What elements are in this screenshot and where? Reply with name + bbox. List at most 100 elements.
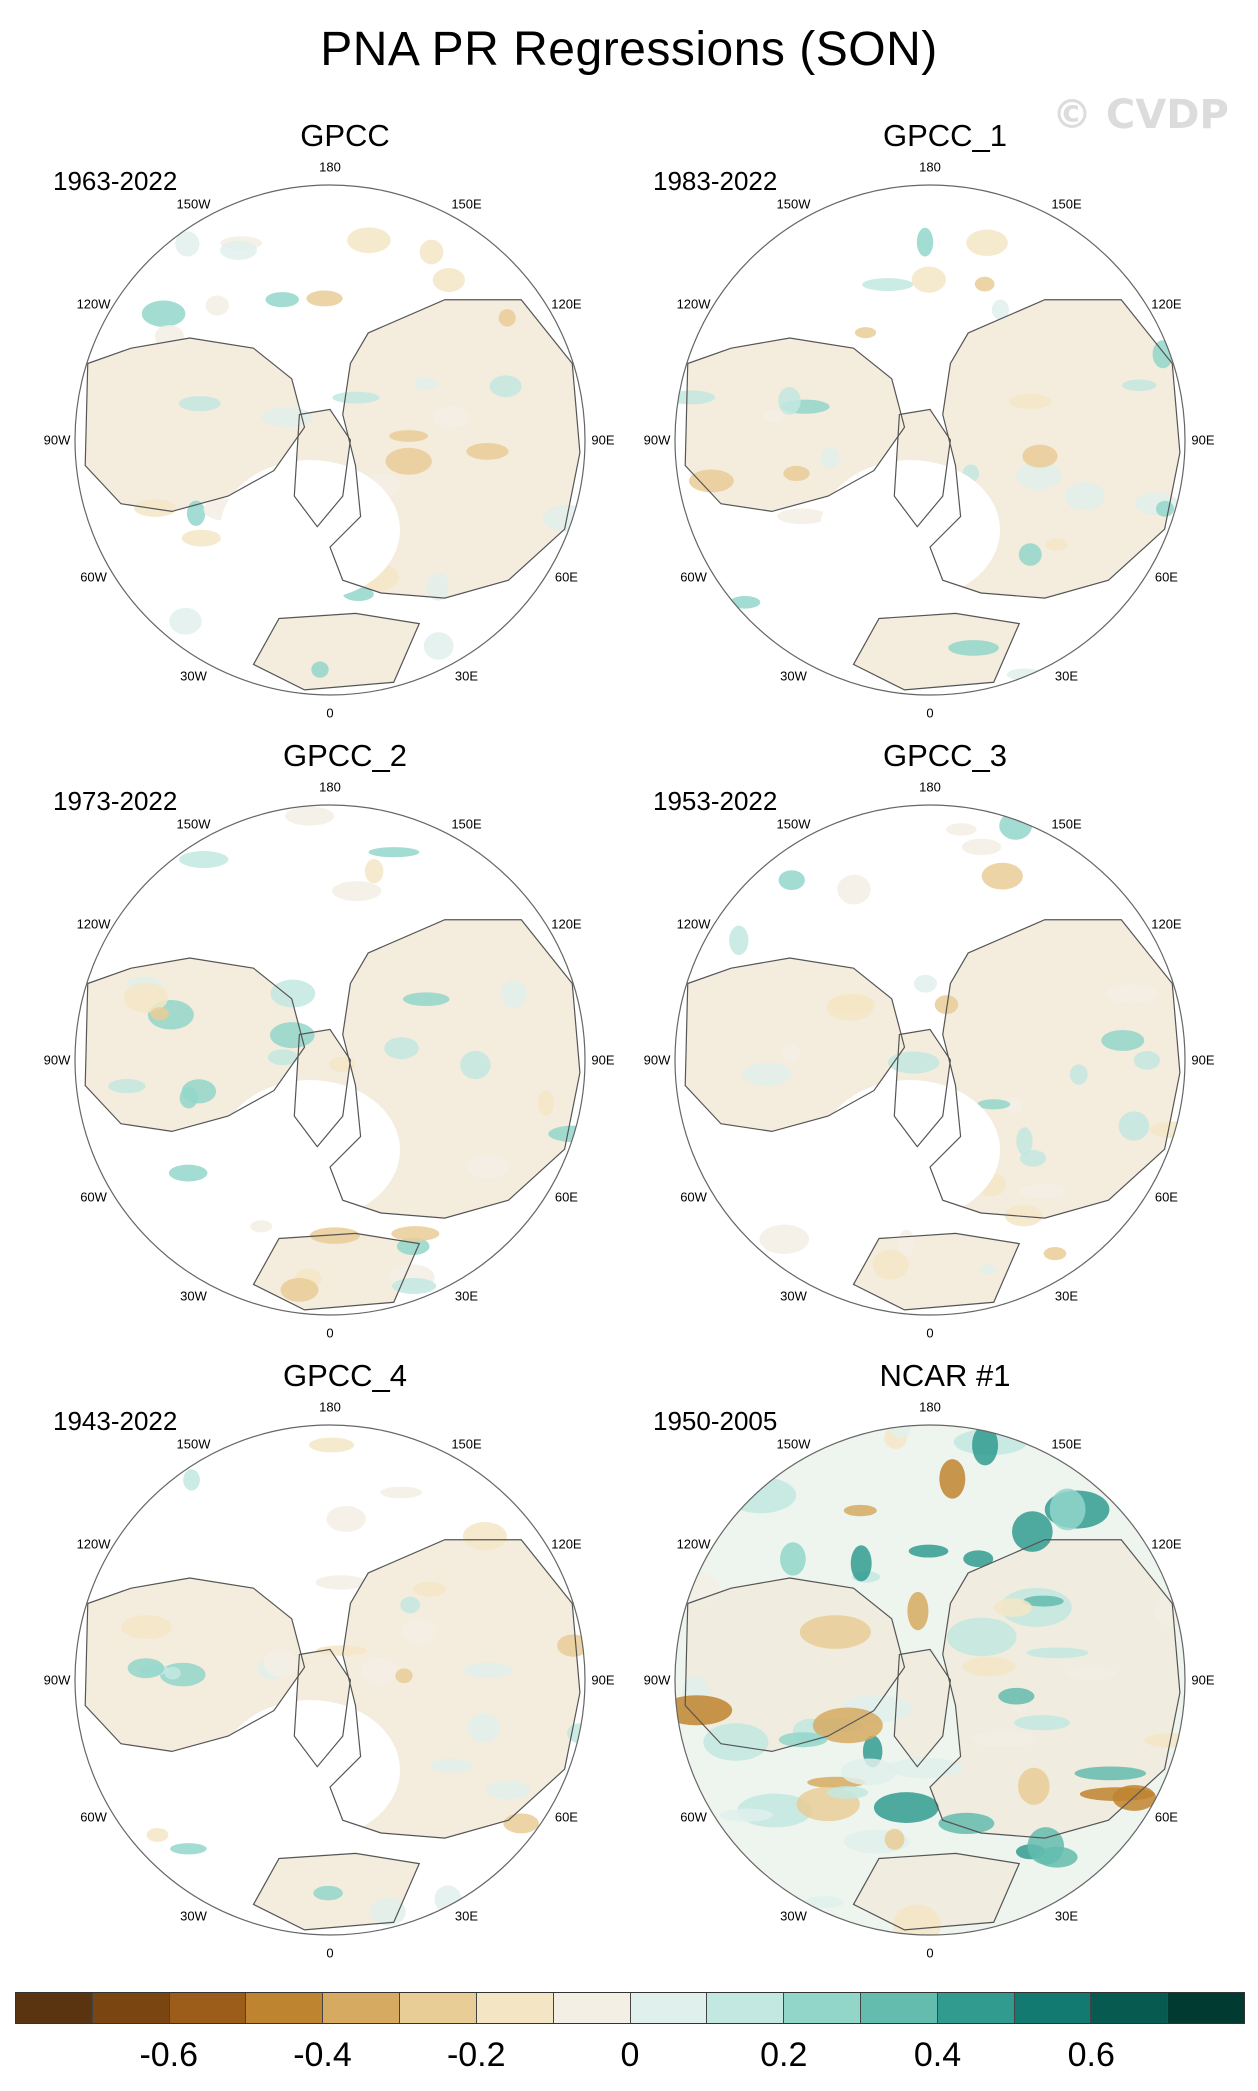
- longitude-label: 30E: [454, 1288, 479, 1304]
- colorbar-tick-label: 0: [620, 2036, 640, 2074]
- anomaly-cell: [1009, 393, 1052, 409]
- anomaly-cell: [368, 847, 420, 858]
- longitude-label: 0: [926, 1325, 934, 1341]
- longitude-label: 0: [326, 705, 334, 721]
- polar-map: [674, 804, 1186, 1316]
- colorbar-swatch: [323, 1993, 401, 2023]
- anomaly-cell: [840, 1758, 897, 1786]
- colorbar-swatch: [169, 1993, 247, 2023]
- anomaly-cell: [948, 640, 999, 656]
- anomaly-cell: [1006, 668, 1043, 681]
- panel-period: 1950-2005: [653, 1406, 778, 1436]
- colorbar-swatch: [1091, 1993, 1169, 2023]
- land-region: [685, 338, 905, 512]
- anomaly-cell: [970, 1731, 1038, 1747]
- anomaly-cell: [315, 1645, 367, 1656]
- colorbar-swatch: [707, 1993, 785, 2023]
- longitude-label: 180: [919, 159, 941, 175]
- colorbar-tick-label: -0.4: [293, 2036, 352, 2074]
- panel-period: 1963-2022: [53, 166, 178, 196]
- anomaly-cell: [1101, 1029, 1145, 1051]
- anomaly-cell: [141, 300, 186, 327]
- anomaly-cell: [391, 1226, 440, 1242]
- map-boundary: [674, 1424, 1186, 1936]
- longitude-label: 150E: [451, 816, 482, 832]
- longitude-label: 60E: [1154, 1189, 1178, 1204]
- anomaly-cell: [127, 1658, 165, 1679]
- longitude-label: 90W: [43, 1052, 71, 1068]
- longitude-label: 30E: [1054, 668, 1079, 684]
- anomaly-cell: [419, 239, 444, 265]
- longitude-label: 90E: [1191, 1052, 1215, 1068]
- longitude-label: 90W: [643, 1672, 671, 1688]
- longitude-label: 0: [926, 705, 934, 721]
- anomaly-cell: [384, 1037, 419, 1060]
- anomaly-cell: [972, 1425, 999, 1466]
- anomaly-cell: [308, 1437, 355, 1453]
- longitude-label: 150E: [1051, 816, 1082, 832]
- anomaly-cell: [178, 396, 221, 412]
- coastline: [252, 1852, 421, 1931]
- longitude-label: 120W: [676, 1536, 711, 1551]
- anomaly-cell: [332, 391, 380, 404]
- longitude-label: 150E: [451, 1436, 482, 1452]
- anomaly-cell: [946, 1617, 1017, 1657]
- longitude-label: 120W: [676, 916, 711, 931]
- coastline: [293, 1648, 352, 1768]
- anomaly-cell: [1026, 1647, 1089, 1659]
- colorbar-labels: -0.6 -0.4 -0.2 0 0.2 0.4 0.6: [0, 2036, 1258, 2086]
- anomaly-cell: [269, 1022, 315, 1049]
- anomaly-cell: [265, 292, 299, 308]
- coastline: [929, 919, 1181, 1219]
- anomaly-cell: [783, 465, 810, 482]
- anomaly-cell: [913, 974, 937, 993]
- longitude-label: 30W: [180, 1288, 207, 1304]
- polar-map: [74, 804, 586, 1316]
- longitude-label: 120E: [551, 916, 582, 931]
- panel-period: 1943-2022: [53, 1406, 178, 1436]
- anomaly-cell: [938, 1812, 995, 1835]
- longitude-label: 150W: [176, 816, 211, 832]
- anomaly-cell: [466, 443, 509, 460]
- coastline: [293, 1028, 352, 1148]
- coastline: [252, 1232, 421, 1311]
- colorbar-swatch: [937, 1993, 1015, 2023]
- coastline: [329, 299, 581, 599]
- longitude-label: 150W: [776, 1436, 811, 1452]
- anomaly-cell: [1004, 1096, 1023, 1114]
- map-panel: NCAR #1 1950-2005 180 150E 120E 90E 60E 30E 0 30W…: [643, 1358, 1245, 1978]
- map-boundary: [74, 804, 586, 1316]
- anomaly-cell: [423, 632, 454, 660]
- anomaly-cell: [916, 227, 934, 257]
- longitude-label: 0: [326, 1945, 334, 1961]
- anomaly-cell: [778, 387, 801, 415]
- anomaly-cell: [402, 992, 450, 1006]
- longitude-label: 120W: [76, 296, 111, 311]
- longitude-label: 60W: [680, 1809, 707, 1824]
- anomaly-cell: [675, 1695, 733, 1726]
- longitude-label: 60W: [80, 569, 107, 584]
- anomaly-cell: [1015, 462, 1062, 490]
- coastline: [852, 1852, 1021, 1931]
- anomaly-cell: [782, 1043, 801, 1062]
- longitude-label: 180: [919, 779, 941, 795]
- coastline: [329, 919, 581, 1219]
- colorbar: [15, 1992, 1245, 2024]
- anomaly-cell: [396, 1237, 430, 1255]
- anomaly-cell: [270, 979, 316, 1008]
- anomaly-cell: [430, 1758, 473, 1773]
- anomaly-cell: [887, 1757, 963, 1779]
- longitude-label: 30W: [780, 1908, 807, 1924]
- anomaly-cell: [1144, 1733, 1185, 1748]
- longitude-label: 60W: [80, 1189, 107, 1204]
- anomaly-cell: [306, 290, 343, 307]
- longitude-label: 60W: [680, 1189, 707, 1204]
- anomaly-cell: [1016, 1127, 1033, 1156]
- longitude-label: 120E: [551, 1536, 582, 1551]
- anomaly-cell: [974, 276, 995, 292]
- anomaly-cell: [168, 1164, 208, 1182]
- anomaly-cell: [1074, 1766, 1147, 1781]
- anomaly-cell: [729, 925, 749, 955]
- longitude-label: 120W: [676, 296, 711, 311]
- panel-title: GPCC_4: [282, 1358, 408, 1393]
